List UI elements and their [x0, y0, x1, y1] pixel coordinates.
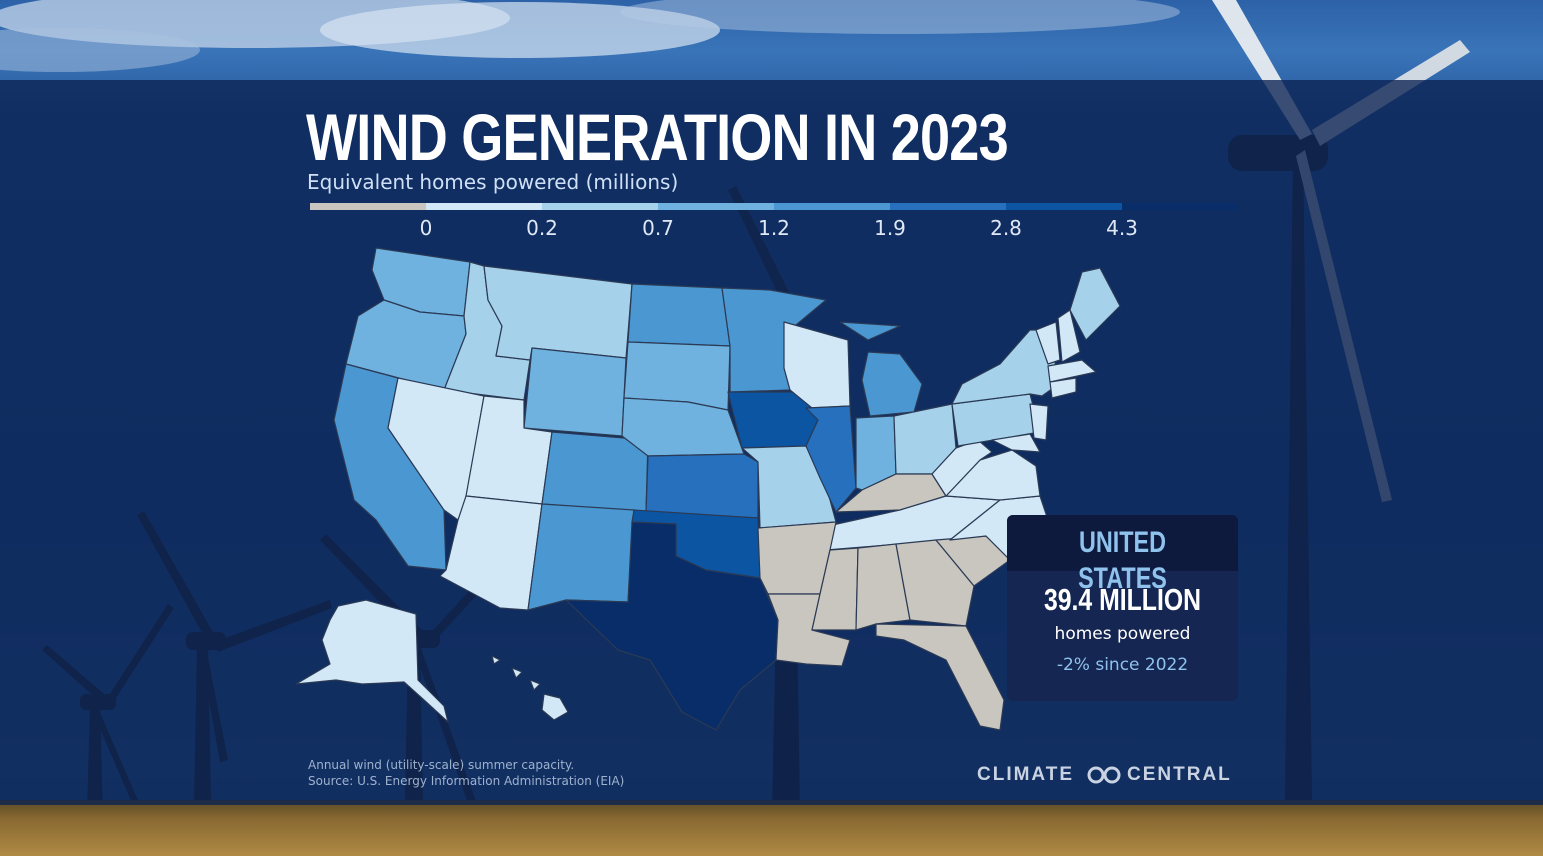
page-title: WIND GENERATION IN 2023: [306, 100, 1009, 174]
footnote-method: Annual wind (utility-scale) summer capac…: [308, 758, 575, 772]
state-michigan: [839, 321, 923, 417]
state-florida: [875, 623, 1005, 731]
summary-card-value: 39.4 MILLION: [1043, 582, 1202, 617]
footnote-source: Source: U.S. Energy Information Administ…: [308, 774, 625, 788]
state-new-mexico: [527, 503, 635, 611]
state-georgia: [895, 539, 975, 627]
wheat-field: [0, 800, 1543, 856]
state-new-jersey: [1029, 403, 1049, 441]
legend-bin: [426, 203, 542, 210]
legend-tick-label: 2.8: [990, 216, 1022, 240]
state-west-virginia: [931, 439, 993, 497]
state-mississippi: [811, 547, 859, 631]
color-legend: 0 0.2 0.7 1.2 1.9 2.8 4.3: [310, 203, 1238, 240]
legend-tick-label: 1.2: [758, 216, 790, 240]
state-hawaii: [491, 655, 569, 721]
state-north-dakota: [627, 283, 731, 347]
legend-bin: [774, 203, 890, 210]
legend-bin: [890, 203, 1006, 210]
state-wyoming: [523, 347, 627, 437]
legend-bin: [658, 203, 774, 210]
state-vermont: [1035, 321, 1061, 365]
clouds: [0, 0, 1180, 72]
state-connecticut: [1049, 377, 1077, 399]
summary-card-change: -2% since 2022: [1056, 655, 1189, 675]
summary-card-label: UNITED STATES: [1078, 526, 1167, 595]
state-maryland: [991, 433, 1041, 453]
legend-tick-label: 0.7: [642, 216, 674, 240]
summary-card-header: [1007, 515, 1238, 571]
logo-word-left: CLIMATE: [977, 764, 1075, 785]
legend-tick-label: 0: [420, 216, 433, 240]
logo-mark-icon: [1087, 766, 1121, 784]
legend-tick-label: 4.3: [1106, 216, 1138, 240]
state-new-hampshire: [1057, 309, 1081, 363]
us-summary-card: UNITED STATES 39.4 MILLION homes powered…: [1007, 515, 1238, 701]
climate-central-logo: CLIMATE CENTRAL: [977, 762, 1239, 788]
legend-tick-label: 1.9: [874, 216, 906, 240]
summary-card-description: homes powered: [1054, 624, 1191, 644]
legend-bin: [310, 203, 426, 210]
state-illinois: [805, 405, 857, 513]
legend-subtitle: Equivalent homes powered (millions): [307, 170, 679, 194]
state-alaska: [295, 599, 449, 723]
state-alabama: [855, 543, 911, 631]
state-kansas: [645, 453, 759, 519]
state-texas: [565, 521, 779, 731]
state-massachusetts: [1047, 359, 1097, 383]
state-montana: [483, 265, 633, 361]
legend-bin: [542, 203, 658, 210]
state-maine: [1069, 267, 1121, 341]
legend-bin: [1006, 203, 1122, 210]
legend-bin: [1122, 203, 1238, 210]
logo-word-right: CENTRAL: [1127, 764, 1232, 785]
legend-tick-label: 0.2: [526, 216, 558, 240]
